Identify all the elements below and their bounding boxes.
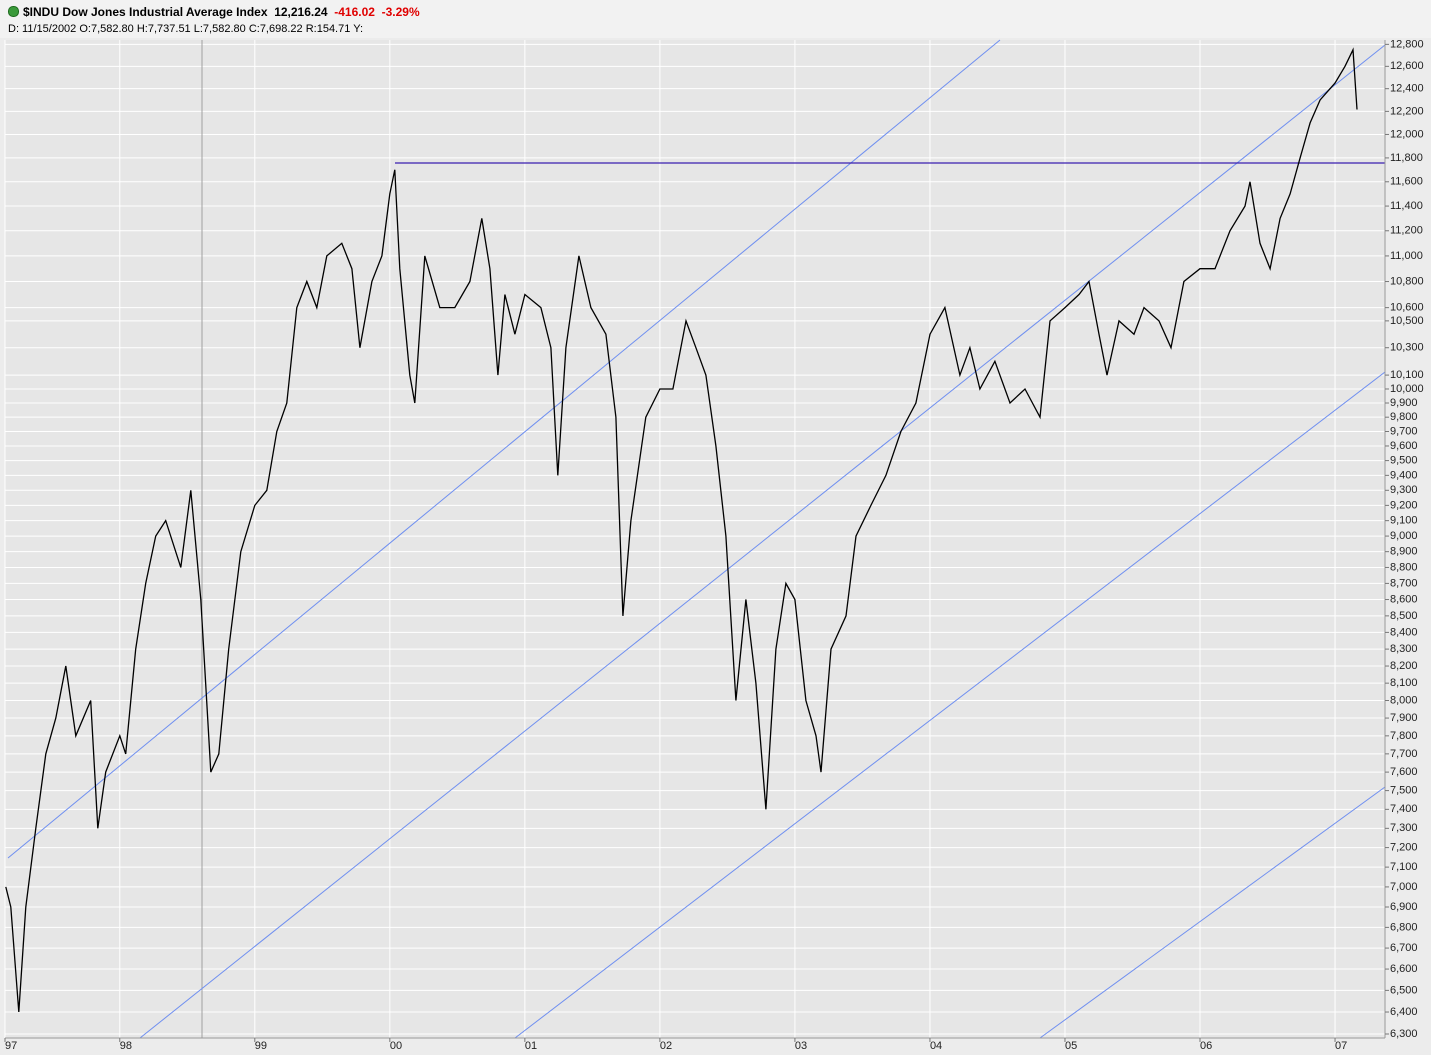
x-tick-label: 98 (120, 1040, 132, 1052)
y-tick-label: 6,900 (1390, 901, 1418, 913)
x-tick-label: 07 (1335, 1040, 1347, 1052)
y-tick-label: 9,200 (1390, 499, 1418, 511)
x-tick-label: 97 (5, 1040, 17, 1052)
y-tick-label: 7,600 (1390, 766, 1418, 778)
y-tick-label: 9,900 (1390, 397, 1418, 409)
y-tick-label: 7,700 (1390, 748, 1418, 760)
y-tick-label: 10,000 (1390, 383, 1424, 395)
y-tick-label: 8,900 (1390, 546, 1418, 558)
x-tick-label: 00 (390, 1040, 402, 1052)
x-tick-label: 05 (1065, 1040, 1077, 1052)
y-tick-label: 12,800 (1390, 38, 1424, 50)
price-line (5, 47, 1358, 1013)
low: L:7,582.80 (193, 23, 246, 35)
y-tick-label: 9,100 (1390, 515, 1418, 527)
y-tick-label: 12,200 (1390, 105, 1424, 117)
y-tick-label: 10,800 (1390, 275, 1424, 287)
trend-line (514, 371, 1386, 1039)
y-tick-label: 10,500 (1390, 315, 1424, 327)
x-tick-label: 03 (795, 1040, 807, 1052)
y-tick-label: 9,600 (1390, 440, 1418, 452)
y-tick-label: 11,000 (1390, 250, 1423, 262)
y-tick-label: 11,400 (1390, 200, 1423, 212)
y-tick-label: 10,100 (1390, 369, 1424, 381)
x-tick-label: 99 (255, 1040, 267, 1052)
y-tick-label: 7,500 (1390, 785, 1418, 797)
open: O:7,582.80 (79, 23, 134, 35)
date: D: 11/15/2002 (8, 23, 77, 35)
y-tick-label: 8,100 (1390, 677, 1418, 689)
header: $INDU Dow Jones Industrial Average Index… (0, 0, 1431, 38)
status-icon (8, 6, 19, 17)
y-tick-label: 6,300 (1390, 1028, 1418, 1040)
y-tick-label: 9,400 (1390, 469, 1418, 481)
y-tick-label: 8,500 (1390, 610, 1418, 622)
range: R:154.71 (305, 23, 351, 35)
y-tick-label: 6,400 (1390, 1006, 1418, 1018)
y-tick-label: 6,800 (1390, 921, 1418, 933)
x-tick-label: 06 (1200, 1040, 1212, 1052)
y-tick-label: 9,800 (1390, 411, 1418, 423)
y-tick-label: 8,200 (1390, 660, 1418, 672)
y-tick-label: 12,400 (1390, 83, 1424, 95)
y-tick-label: 6,500 (1390, 984, 1418, 996)
y-tick-label: 8,600 (1390, 593, 1418, 605)
y-tick-label: 11,600 (1390, 176, 1423, 188)
y-tick-label: 8,000 (1390, 694, 1418, 706)
y-tick-label: 9,700 (1390, 425, 1418, 437)
plot-background (5, 40, 1385, 1038)
trend-line (139, 44, 1386, 1039)
grid (4, 40, 1385, 1038)
y-field: Y: (353, 23, 364, 35)
y-tick-label: 7,000 (1390, 881, 1418, 893)
y-tick-label: 7,900 (1390, 712, 1418, 724)
y-tick-label: 9,500 (1390, 454, 1418, 466)
high: H:7,737.51 (136, 23, 191, 35)
y-tick-label: 6,600 (1390, 963, 1418, 975)
ohlc-line: D: 11/15/2002 O:7,582.80 H:7,737.51 L:7,… (8, 23, 363, 35)
change-percent: -3.29% (381, 5, 420, 19)
trend-line (1039, 786, 1386, 1039)
y-tick-label: 7,200 (1390, 841, 1418, 853)
change: -416.02 (334, 5, 375, 19)
y-tick-label: 8,300 (1390, 643, 1418, 655)
y-tick-label: 9,300 (1390, 484, 1418, 496)
title-line: $INDU Dow Jones Industrial Average Index… (8, 5, 420, 19)
y-tick-label: 8,800 (1390, 561, 1418, 573)
y-tick-label: 6,700 (1390, 942, 1418, 954)
y-tick-label: 7,100 (1390, 861, 1418, 873)
y-tick-label: 11,200 (1390, 225, 1423, 237)
symbol-title: $INDU Dow Jones Industrial Average Index (23, 5, 268, 19)
last-price: 12,216.24 (274, 5, 328, 19)
y-tick-label: 7,300 (1390, 822, 1418, 834)
y-tick-label: 7,400 (1390, 803, 1418, 815)
y-tick-label: 10,600 (1390, 302, 1424, 314)
trend-line (7, 39, 1001, 859)
x-tick-label: 04 (930, 1040, 942, 1052)
y-tick-label: 12,000 (1390, 128, 1424, 140)
y-tick-label: 8,700 (1390, 577, 1418, 589)
close: C:7,698.22 (248, 23, 303, 35)
y-tick-label: 12,600 (1390, 60, 1424, 72)
y-tick-label: 10,300 (1390, 342, 1424, 354)
y-tick-label: 9,000 (1390, 530, 1418, 542)
y-tick-label: 8,400 (1390, 626, 1418, 638)
y-tick-label: 7,800 (1390, 730, 1418, 742)
x-tick-label: 02 (660, 1040, 672, 1052)
y-tick-label: 11,800 (1390, 152, 1423, 164)
x-tick-label: 01 (525, 1040, 537, 1052)
